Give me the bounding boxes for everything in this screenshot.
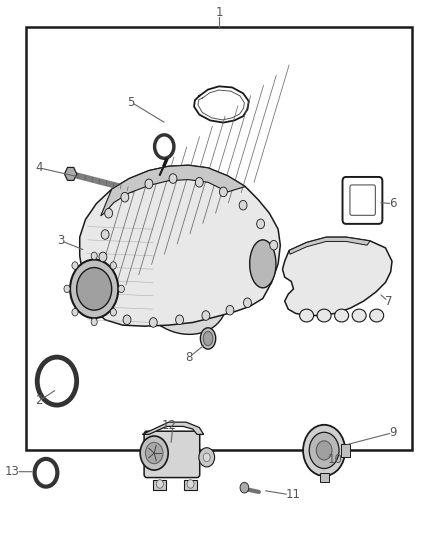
Circle shape — [91, 252, 97, 260]
FancyBboxPatch shape — [144, 431, 200, 478]
Text: 12: 12 — [162, 419, 177, 432]
Circle shape — [101, 230, 109, 239]
Text: 2: 2 — [35, 394, 43, 407]
Circle shape — [70, 260, 118, 318]
Circle shape — [187, 480, 194, 488]
Circle shape — [303, 425, 345, 476]
Circle shape — [240, 482, 249, 493]
Ellipse shape — [335, 309, 349, 322]
Text: 4: 4 — [35, 161, 43, 174]
Circle shape — [176, 315, 184, 325]
Circle shape — [77, 268, 112, 310]
Circle shape — [123, 315, 131, 325]
Ellipse shape — [317, 309, 331, 322]
Polygon shape — [283, 237, 392, 316]
Circle shape — [226, 305, 234, 315]
Ellipse shape — [203, 331, 213, 346]
Polygon shape — [289, 237, 370, 254]
Circle shape — [169, 174, 177, 183]
Circle shape — [118, 285, 124, 293]
Circle shape — [110, 309, 117, 316]
Circle shape — [270, 240, 278, 250]
Circle shape — [145, 442, 163, 464]
Text: 5: 5 — [127, 96, 135, 109]
Bar — [153, 480, 166, 490]
Bar — [320, 473, 328, 482]
Ellipse shape — [370, 309, 384, 322]
Circle shape — [121, 192, 129, 202]
Polygon shape — [101, 165, 245, 216]
Circle shape — [244, 298, 251, 308]
Ellipse shape — [250, 240, 276, 288]
Circle shape — [239, 200, 247, 210]
Polygon shape — [80, 165, 280, 326]
Text: 1: 1 — [215, 6, 223, 19]
Circle shape — [91, 318, 97, 326]
Circle shape — [309, 432, 339, 469]
Text: 11: 11 — [286, 488, 300, 501]
Circle shape — [72, 309, 78, 316]
Text: 10: 10 — [328, 453, 343, 466]
Bar — [341, 444, 350, 457]
Circle shape — [105, 208, 113, 218]
Circle shape — [203, 453, 210, 462]
Circle shape — [156, 480, 163, 488]
Ellipse shape — [300, 309, 314, 322]
Circle shape — [316, 441, 332, 460]
Circle shape — [219, 187, 227, 197]
Text: 13: 13 — [5, 465, 20, 478]
Circle shape — [99, 252, 107, 262]
Polygon shape — [64, 167, 77, 180]
Circle shape — [195, 177, 203, 187]
Circle shape — [199, 448, 215, 467]
Text: 3: 3 — [57, 235, 65, 247]
Circle shape — [149, 318, 157, 327]
Ellipse shape — [200, 328, 215, 349]
Text: 8: 8 — [185, 351, 193, 364]
Circle shape — [140, 436, 168, 470]
Circle shape — [145, 179, 153, 189]
Circle shape — [72, 262, 78, 269]
Ellipse shape — [352, 309, 366, 322]
Circle shape — [202, 311, 210, 320]
Circle shape — [257, 219, 265, 229]
Polygon shape — [142, 422, 204, 434]
Bar — [184, 480, 197, 490]
Text: 9: 9 — [389, 426, 396, 439]
Circle shape — [110, 262, 117, 269]
Bar — [26, 27, 412, 450]
Ellipse shape — [137, 252, 227, 334]
Text: 7: 7 — [385, 295, 392, 308]
Text: 6: 6 — [389, 197, 396, 210]
Circle shape — [64, 285, 70, 293]
